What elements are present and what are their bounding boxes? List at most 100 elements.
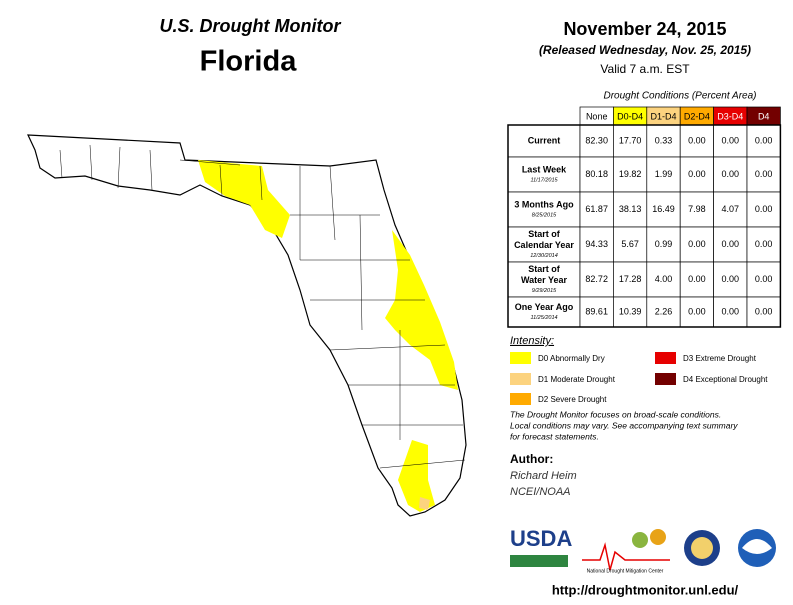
value-cell bbox=[613, 226, 648, 263]
row-date: 8/25/2015 bbox=[532, 212, 557, 218]
note: Local conditions may vary. See accompany… bbox=[510, 420, 738, 430]
usda-band bbox=[510, 555, 568, 567]
released: (Released Wednesday, Nov. 25, 2015) bbox=[539, 43, 751, 57]
value: 0.99 bbox=[655, 239, 673, 249]
value: 0.00 bbox=[722, 239, 740, 249]
value-cell bbox=[713, 296, 748, 328]
value-cell bbox=[646, 261, 681, 298]
legend-label: D2 Severe Drought bbox=[538, 395, 607, 404]
value: 0.00 bbox=[755, 274, 773, 284]
legend-label: D3 Extreme Drought bbox=[683, 354, 757, 363]
value-cell bbox=[713, 124, 748, 158]
value-cell bbox=[679, 226, 714, 263]
row-date: 11/17/2015 bbox=[530, 177, 558, 183]
column-header: D3-D4 bbox=[717, 111, 743, 121]
value: 0.00 bbox=[722, 306, 740, 316]
note: for forecast statements. bbox=[510, 431, 599, 441]
value: 0.00 bbox=[688, 239, 706, 249]
value-cell bbox=[679, 261, 714, 298]
column-header: D2-D4 bbox=[684, 111, 710, 121]
author-title: Author: bbox=[510, 452, 553, 466]
value: 0.00 bbox=[755, 135, 773, 145]
column-header: None bbox=[586, 111, 608, 121]
value: 0.00 bbox=[755, 239, 773, 249]
ndmc-line bbox=[582, 542, 670, 571]
table-title: Drought Conditions (Percent Area) bbox=[603, 91, 756, 102]
row-date: 12/30/2014 bbox=[530, 253, 558, 259]
county-lines bbox=[59, 144, 466, 469]
value: 0.00 bbox=[755, 169, 773, 179]
value-cell bbox=[713, 261, 748, 298]
row-label: Start of bbox=[528, 264, 561, 274]
value-cell bbox=[746, 124, 781, 158]
row-label: Start of bbox=[528, 229, 561, 239]
value-cell bbox=[679, 191, 714, 228]
row-label: Last Week bbox=[522, 164, 567, 174]
doc-seal-inner bbox=[691, 537, 713, 559]
value-cell bbox=[746, 156, 781, 193]
value: 7.98 bbox=[688, 204, 706, 214]
value: 19.82 bbox=[619, 169, 642, 179]
row-label: Current bbox=[528, 135, 561, 145]
value: 82.72 bbox=[585, 274, 608, 284]
legend-swatch bbox=[510, 352, 531, 364]
row-label: Calendar Year bbox=[514, 240, 574, 250]
state-name: Florida bbox=[200, 46, 298, 78]
value-cell bbox=[679, 124, 714, 158]
ndmc-tree bbox=[650, 529, 666, 545]
logos: USDA National Drought Mitigation Center bbox=[510, 526, 776, 574]
legend-label: D0 Abnormally Dry bbox=[538, 354, 605, 363]
value-cell bbox=[713, 191, 748, 228]
value-cell bbox=[646, 156, 681, 193]
value: 0.00 bbox=[755, 306, 773, 316]
value-cell bbox=[713, 156, 748, 193]
value: 0.00 bbox=[722, 274, 740, 284]
value-cell bbox=[679, 296, 714, 328]
table-border bbox=[507, 124, 782, 328]
value-cell bbox=[746, 191, 781, 228]
value: 10.39 bbox=[619, 306, 642, 316]
column-header: D0-D4 bbox=[617, 111, 643, 121]
ndmc-tree bbox=[632, 532, 648, 548]
value: 0.00 bbox=[688, 169, 706, 179]
column-header: D4 bbox=[758, 111, 770, 121]
value: 0.00 bbox=[755, 204, 773, 214]
d0-area-south bbox=[398, 440, 435, 512]
legend-swatch bbox=[655, 352, 676, 364]
valid: Valid 7 a.m. EST bbox=[600, 62, 690, 76]
value-cell bbox=[579, 191, 614, 228]
value-cell bbox=[613, 296, 648, 328]
value: 4.00 bbox=[655, 274, 673, 284]
row-label-cell bbox=[507, 191, 581, 228]
map bbox=[27, 134, 467, 517]
note: The Drought Monitor focuses on broad-sca… bbox=[510, 409, 721, 419]
value: 0.00 bbox=[722, 135, 740, 145]
d1-area-south bbox=[419, 497, 430, 510]
title: U.S. Drought Monitor bbox=[160, 16, 342, 36]
value: 1.99 bbox=[655, 169, 673, 179]
value: 0.00 bbox=[722, 169, 740, 179]
florida bbox=[27, 134, 467, 517]
legend-swatch bbox=[655, 373, 676, 385]
value: 17.28 bbox=[619, 274, 642, 284]
legend-swatch bbox=[510, 373, 531, 385]
value: 80.18 bbox=[585, 169, 608, 179]
value: 2.26 bbox=[655, 306, 673, 316]
usda-logo: USDA bbox=[510, 526, 572, 551]
value-cell bbox=[579, 261, 614, 298]
value: 38.13 bbox=[619, 204, 642, 214]
value: 94.33 bbox=[585, 239, 608, 249]
value: 5.67 bbox=[621, 239, 639, 249]
value-cell bbox=[613, 191, 648, 228]
value-cell bbox=[646, 296, 681, 328]
value: 0.00 bbox=[688, 274, 706, 284]
author: Richard Heim bbox=[510, 470, 577, 482]
value: 16.49 bbox=[652, 204, 675, 214]
legend-title: Intensity: bbox=[510, 335, 554, 347]
legend-label: D1 Moderate Drought bbox=[538, 375, 616, 384]
value: 89.61 bbox=[585, 306, 608, 316]
row-date: 9/29/2015 bbox=[532, 288, 557, 294]
legend-label: D4 Exceptional Drought bbox=[683, 375, 768, 384]
value: 4.07 bbox=[722, 204, 740, 214]
